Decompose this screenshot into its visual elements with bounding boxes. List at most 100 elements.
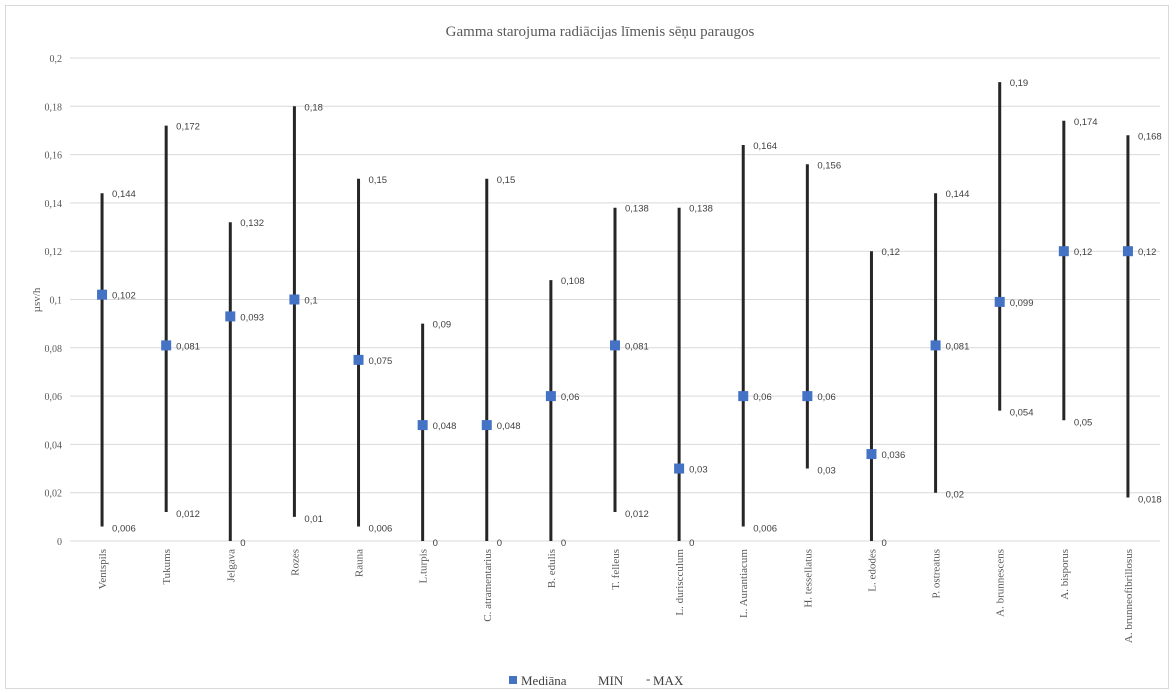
min-value-label: 0,006 (112, 524, 136, 535)
max-value-label: 0,174 (1074, 117, 1098, 128)
chart-title: Gamma starojuma radiācijas līmenis sēņu … (446, 24, 755, 40)
median-marker (481, 420, 492, 431)
max-value-label: 0,12 (881, 247, 900, 258)
max-value-label: 0,19 (1010, 78, 1028, 89)
min-value-label: 0 (689, 538, 694, 549)
x-tick-label: B. edulis (546, 549, 558, 588)
x-tick-label: C. atramentarius (482, 549, 494, 622)
min-value-label: 0,01 (304, 514, 323, 525)
x-tick-label: T. felleus (610, 549, 622, 590)
max-value-label: 0,108 (561, 276, 585, 287)
median-value-label: 0,093 (240, 312, 264, 323)
max-value-label: 0,168 (1138, 131, 1162, 142)
median-marker (1122, 246, 1133, 257)
x-tick-label: Ventspils (97, 549, 109, 589)
median-value-label: 0,048 (433, 421, 457, 432)
legend-median-label: Mediāna (521, 673, 567, 688)
min-value-label: 0,012 (625, 509, 649, 520)
min-value-label: 0,05 (1074, 417, 1093, 428)
min-value-label: 0,03 (817, 466, 836, 477)
median-marker (289, 294, 300, 305)
median-value-label: 0,081 (176, 341, 200, 352)
median-value-label: 0,102 (112, 291, 136, 302)
min-value-label: 0,006 (369, 524, 393, 535)
median-value-label: 0,12 (1074, 247, 1093, 258)
x-tick-label: P. ostreatus (931, 549, 943, 599)
x-tick-label: Rauna (354, 549, 366, 577)
legend-min-label: MIN (598, 673, 624, 688)
median-value-label: 0,12 (1138, 247, 1157, 258)
median-value-label: 0,06 (561, 392, 580, 403)
y-tick-label: 0,04 (45, 440, 63, 451)
y-tick-label: 0,06 (45, 392, 63, 403)
y-tick-labels: 0 0,02 0,04 0,06 0,08 0,1 0,12 0,14 0,16 0,18 0,2 (45, 54, 63, 548)
median-marker (994, 296, 1005, 307)
median-value-label: 0,06 (817, 392, 836, 403)
y-tick-label: 0,18 (45, 102, 63, 113)
max-value-label: 0,156 (817, 160, 841, 171)
y-tick-label: 0,2 (50, 54, 63, 65)
min-value-label: 0 (881, 538, 886, 549)
max-value-label: 0,15 (497, 175, 516, 186)
y-axis-label: µsv/h (31, 287, 43, 312)
x-tick-label: L. duriscculum (674, 549, 686, 616)
median-marker (1058, 246, 1069, 257)
x-tick-labels: Ventspils Tukums Jelgava Rozes Rauna L.turpis… (97, 549, 1135, 644)
median-value-label: 0,1 (304, 296, 317, 307)
min-value-label: 0 (240, 538, 245, 549)
y-tick-label: 0,16 (45, 151, 63, 162)
median-value-label: 0,099 (1010, 298, 1034, 309)
x-tick-label: L.turpis (418, 549, 430, 584)
median-value-label: 0,036 (881, 450, 905, 461)
max-value-label: 0,132 (240, 218, 264, 229)
max-value-label: 0,144 (946, 189, 970, 200)
median-value-label: 0,081 (946, 341, 970, 352)
median-marker (225, 311, 236, 322)
median-marker (610, 340, 620, 351)
median-marker (738, 391, 749, 402)
x-tick-label: L. Aurantiacum (738, 549, 750, 618)
max-value-label: 0,172 (176, 122, 200, 133)
median-marker (674, 463, 685, 474)
median-marker (97, 289, 108, 300)
median-marker (417, 420, 428, 431)
legend: Mediāna MIN - MAX (509, 671, 684, 688)
legend-median-swatch (509, 676, 517, 684)
median-marker (161, 340, 172, 351)
max-value-label: 0,138 (689, 204, 713, 215)
max-value-label: 0,164 (753, 141, 777, 152)
y-tick-label: 0,1 (50, 296, 63, 307)
x-tick-label: L. edodes (866, 549, 878, 592)
median-marker (866, 449, 877, 460)
max-value-label: 0,09 (433, 320, 452, 331)
y-tick-label: 0 (57, 537, 62, 548)
x-tick-label: A. bisporus (1059, 549, 1071, 600)
x-tick-label: A. brunneofibrillosus (1123, 549, 1135, 643)
min-value-label: 0,02 (946, 490, 965, 501)
median-value-label: 0,048 (497, 421, 521, 432)
legend-max-marker: - (646, 671, 650, 686)
median-marker (930, 340, 941, 351)
max-value-label: 0,15 (369, 175, 388, 186)
y-tick-label: 0,02 (45, 489, 63, 500)
x-tick-label: Rozes (289, 549, 301, 576)
gridlines (70, 57, 1160, 542)
min-value-label: 0,012 (176, 509, 200, 520)
x-tick-label: Tukums (161, 549, 173, 585)
data-series: 0,102 0,144 0,006 0,081 0,172 0,012 0,093 0,132… (97, 78, 1162, 549)
min-value-label: 0 (561, 538, 566, 549)
y-tick-label: 0,08 (45, 344, 63, 355)
median-value-label: 0,075 (369, 356, 393, 367)
x-tick-label: A. brunnescens (995, 549, 1007, 617)
min-value-label: 0 (433, 538, 438, 549)
max-value-label: 0,144 (112, 189, 136, 200)
median-value-label: 0,03 (689, 465, 708, 476)
median-value-label: 0,06 (753, 392, 772, 403)
min-value-label: 0,054 (1010, 408, 1034, 419)
chart-area (5, 5, 1169, 689)
y-tick-label: 0,12 (45, 247, 63, 258)
y-tick-label: 0,14 (45, 199, 63, 210)
median-marker (545, 391, 556, 402)
min-value-label: 0,006 (753, 524, 777, 535)
